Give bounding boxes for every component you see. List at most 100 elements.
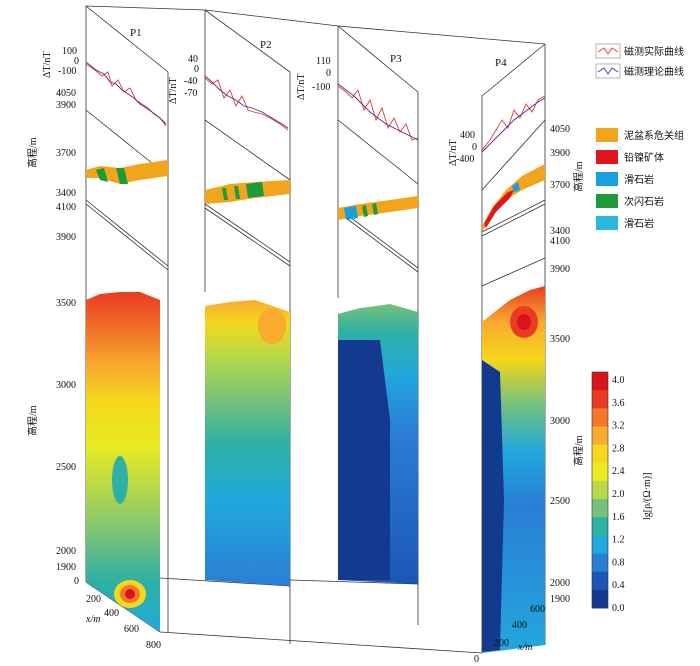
resistivity-left-tick: 2500 bbox=[56, 462, 76, 473]
legend-geology-label: 泥盆系危关组 bbox=[624, 129, 684, 142]
colorbar-tick-label: 3.6 bbox=[612, 398, 625, 409]
legend-geology-label: 滑石岩 bbox=[624, 173, 654, 186]
resistivity-left-tick: 2000 bbox=[56, 546, 76, 557]
geology-legend: 泥盆系危关组 铅镍矿体 滑石岩 次闪石岩 滑石岩 bbox=[596, 128, 684, 230]
legend-geology-label: 次闪石岩 bbox=[624, 195, 664, 208]
colorbar-tick-label: 3.2 bbox=[612, 421, 625, 432]
p4-dt-axis-title: ΔT/nT bbox=[448, 140, 459, 166]
profile-label-p4: P4 bbox=[495, 57, 507, 69]
p3-measured-curve bbox=[337, 85, 419, 141]
x-right-axis-title: x/m bbox=[517, 642, 532, 653]
p4-dt-tick: -400 bbox=[456, 154, 474, 165]
geology-sections bbox=[86, 160, 545, 232]
legend-swatch-talc bbox=[596, 172, 618, 186]
colorbar-cell bbox=[592, 372, 608, 391]
resistivity-right-tick: 4100 bbox=[550, 236, 570, 247]
resistivity-right-elevation-title: 高程/m bbox=[572, 435, 585, 466]
colorbar-cell bbox=[592, 408, 608, 427]
resistivity-right-tick: 1900 bbox=[550, 594, 570, 605]
p1-dt-tick: 0 bbox=[74, 56, 79, 67]
geology-left-tick: 3700 bbox=[56, 148, 76, 159]
p4-dt-tick: 0 bbox=[472, 142, 477, 153]
colorbar-title: lg[ρ/(Ω·m)] bbox=[642, 473, 653, 520]
profile-labels: P1 P2 P3 P4 bbox=[130, 27, 507, 69]
p2-dt-axis-title: ΔT/nT bbox=[168, 78, 179, 104]
geology-right-tick: 3900 bbox=[550, 148, 570, 159]
p3-geology-band bbox=[338, 196, 418, 220]
p4-dt-tick: 400 bbox=[460, 130, 475, 141]
legend-measured-label: 磁测实际曲线 bbox=[624, 45, 684, 58]
profile-label-p3: P3 bbox=[390, 53, 402, 65]
geology-right-tick: 3700 bbox=[550, 180, 570, 191]
x-left-axis-title: x/m bbox=[85, 614, 100, 625]
p1-theoretical-curve bbox=[85, 61, 167, 125]
colorbar-cell bbox=[592, 426, 608, 446]
geology-right-elevation-title: 高程/m bbox=[572, 161, 585, 192]
legend-swatch-ore bbox=[596, 150, 618, 164]
x-left-tick: 800 bbox=[146, 640, 161, 651]
colorbar-cell bbox=[592, 571, 608, 591]
magnetic-legend: 磁测实际曲线 磁测理论曲线 bbox=[595, 43, 684, 79]
resistivity-left-tick: 4100 bbox=[56, 202, 76, 213]
resistivity-sections bbox=[86, 286, 545, 653]
geology-left-tick: 4050 bbox=[56, 88, 76, 99]
x-left-tick: 600 bbox=[124, 624, 139, 635]
x-left-tick: 400 bbox=[104, 608, 119, 619]
resistivity-left-tick: 3900 bbox=[56, 232, 76, 243]
colorbar-cell bbox=[592, 444, 608, 464]
geology-left-tick: 3900 bbox=[56, 100, 76, 111]
legend-theoretical-label: 磁测理论曲线 bbox=[624, 65, 684, 78]
profile-label-p2: P2 bbox=[260, 39, 272, 51]
colorbar-tick-label: 0.4 bbox=[612, 580, 625, 591]
p2-measured-curve bbox=[204, 77, 289, 131]
resistivity-left-tick: 3500 bbox=[56, 298, 76, 309]
p2-dt-tick: -70 bbox=[184, 88, 197, 99]
p1-measured-curve bbox=[85, 63, 167, 127]
colorbar-cell bbox=[592, 499, 608, 518]
resistivity-left-tick: 3000 bbox=[56, 380, 76, 391]
colorbar-frame bbox=[591, 371, 609, 609]
p3-dt-tick: 110 bbox=[316, 56, 331, 67]
magnetic-curves bbox=[85, 61, 546, 153]
colorbar-cell bbox=[592, 535, 608, 554]
x-left-tick: 0 bbox=[74, 576, 79, 587]
p4-theoretical-curve bbox=[481, 97, 546, 153]
colorbar-cells bbox=[591, 371, 609, 609]
p3-dt-tick: 0 bbox=[326, 68, 331, 79]
colorbar-cell bbox=[592, 480, 608, 500]
resistivity-left-tick: 1900 bbox=[56, 562, 76, 573]
geology-left-tick: 3400 bbox=[56, 188, 76, 199]
colorbar-ticks: 4.0 3.6 3.2 2.8 2.4 2.0 1.6 1.2 0.8 0.4 0.0 bbox=[612, 375, 625, 614]
p2-theoretical-curve bbox=[204, 75, 289, 129]
p3-theoretical-curve bbox=[337, 83, 419, 141]
p1-dt-tick: -100 bbox=[58, 66, 76, 77]
x-right-tick: 200 bbox=[494, 638, 509, 649]
colorbar-tick-label: 2.0 bbox=[612, 489, 625, 500]
geology-right-tick: 4050 bbox=[550, 124, 570, 135]
p1-dt-tick: 100 bbox=[62, 46, 77, 57]
p4-ore-body bbox=[484, 190, 514, 228]
legend-swatch-talc-2 bbox=[596, 216, 618, 230]
colorbar-tick-label: 0.0 bbox=[612, 603, 625, 614]
colorbar-tick-label: 2.4 bbox=[612, 466, 625, 477]
legend-theoretical-swatch bbox=[597, 67, 619, 75]
geology-elevation-labels: 4050 3900 3700 3400 高程/m 4050 3900 3700 … bbox=[26, 88, 585, 237]
x-right-tick: 0 bbox=[474, 654, 479, 665]
resistivity-right-tick: 3500 bbox=[550, 334, 570, 345]
colorbar-cell bbox=[592, 517, 608, 536]
p2-dt-tick: 0 bbox=[194, 64, 199, 75]
colorbar-cell bbox=[592, 553, 608, 573]
colorbar-cell bbox=[592, 390, 608, 409]
colorbar-tick-label: 1.6 bbox=[612, 512, 625, 523]
resistivity-colorbar: 4.0 3.6 3.2 2.8 2.4 2.0 1.6 1.2 0.8 0.4 0.0 lg[ρ/(… bbox=[591, 371, 653, 614]
x-left-tick: 200 bbox=[86, 594, 101, 605]
x-right-tick: 400 bbox=[512, 620, 527, 631]
legend-geology-label: 滑石岩 bbox=[624, 217, 654, 230]
colorbar-tick-label: 2.8 bbox=[612, 443, 625, 454]
x-axis-labels: 0 200 400 600 800 x/m 0 200 400 600 x/m bbox=[74, 576, 545, 665]
resistivity-right-tick: 3000 bbox=[550, 416, 570, 427]
p1-dt-axis-title: ΔT/nT bbox=[42, 52, 53, 78]
p4-measured-curve bbox=[481, 95, 546, 151]
legend-geology-label: 铅镍矿体 bbox=[624, 151, 664, 164]
